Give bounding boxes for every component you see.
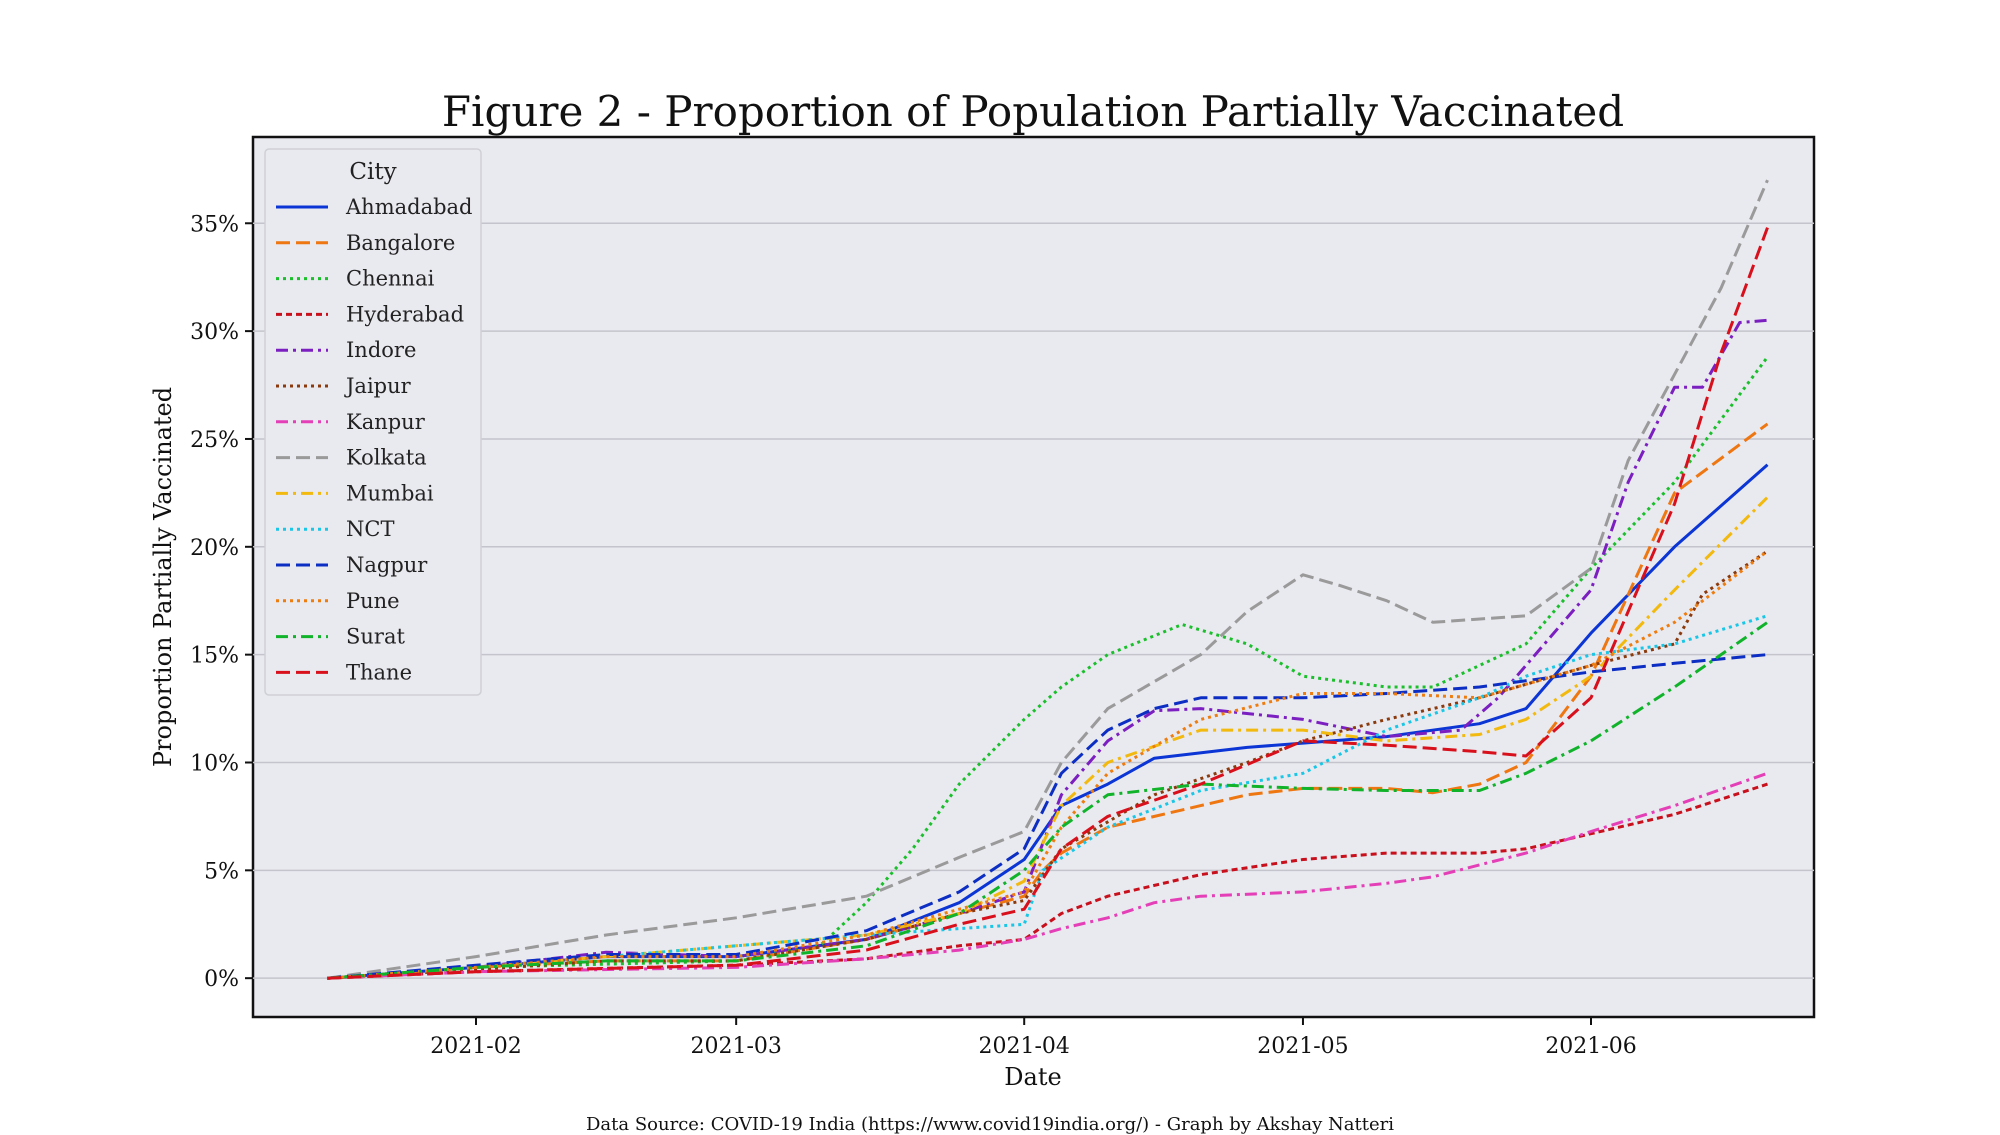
- legend-box: [264, 148, 482, 696]
- x-tick-label: 2021-05: [1257, 1034, 1348, 1059]
- y-tick-label: 35%: [190, 212, 239, 237]
- legend-label: Pune: [346, 589, 400, 613]
- series-line-surat: [327, 621, 1769, 980]
- legend-label: Nagpur: [346, 553, 428, 577]
- legend-label: Jaipur: [344, 374, 412, 398]
- series-line-hyderabad: [327, 782, 1768, 980]
- series-line-jaipur: [327, 549, 1769, 980]
- x-tick-label: 2021-04: [978, 1034, 1069, 1059]
- y-tick-label: 0%: [204, 967, 239, 992]
- series-line-mumbai: [327, 496, 1769, 980]
- series-lines: [327, 179, 1769, 980]
- y-tick-label: 15%: [190, 644, 239, 669]
- series-line-pune: [327, 549, 1769, 980]
- y-tick-label: 5%: [204, 859, 239, 884]
- legend-label: NCT: [346, 517, 394, 541]
- series-line-chennai: [327, 356, 1769, 980]
- legend-label: Bangalore: [346, 231, 455, 255]
- y-tick-label: 20%: [190, 536, 239, 561]
- series-line-thane: [327, 227, 1769, 980]
- x-tick-label: 2021-06: [1545, 1034, 1636, 1059]
- x-tick-label: 2021-02: [430, 1034, 521, 1059]
- x-axis-title: Date: [1004, 1063, 1061, 1091]
- series-line-ahmadabad: [327, 463, 1769, 980]
- series-line-kanpur: [327, 771, 1768, 980]
- legend-label: Kolkata: [346, 446, 427, 470]
- x-axis-ticks: 2021-02 2021-03 2021-04 2021-05 2021-06: [430, 1017, 1637, 1059]
- legend-label: Surat: [346, 625, 405, 649]
- chart-title: Figure 2 - Proportion of Population Part…: [442, 87, 1624, 136]
- legend-label: Indore: [346, 338, 416, 362]
- legend-label: Thane: [346, 660, 412, 684]
- y-tick-label: 10%: [190, 751, 239, 776]
- legend-label: Ahmadabad: [345, 195, 473, 219]
- legend-label: Mumbai: [346, 481, 434, 505]
- y-tick-label: 25%: [190, 428, 239, 453]
- grid-lines: [253, 222, 1814, 979]
- legend: City Ahmadabad Bangalore Chennai Hyderabad I…: [264, 148, 482, 696]
- legend-label: Kanpur: [346, 410, 426, 434]
- legend-title: City: [349, 159, 396, 185]
- series-line-nagpur: [327, 653, 1768, 980]
- legend-label: Hyderabad: [346, 302, 464, 326]
- y-axis-ticks: 0% 5% 10% 15% 20% 25% 30% 35%: [190, 212, 253, 992]
- y-axis-title: Proportion Partially Vaccinated: [149, 387, 177, 767]
- series-line-kolkata: [327, 179, 1769, 980]
- series-line-nct: [327, 614, 1768, 980]
- data-source-note: Data Source: COVID-19 India (https://www…: [586, 1114, 1394, 1135]
- legend-items: Ahmadabad Bangalore Chennai Hyderabad Indore…: [276, 195, 473, 684]
- legend-label: Chennai: [346, 267, 435, 291]
- y-tick-label: 30%: [190, 320, 239, 345]
- x-tick-label: 2021-03: [690, 1034, 781, 1059]
- series-line-indore: [327, 318, 1768, 980]
